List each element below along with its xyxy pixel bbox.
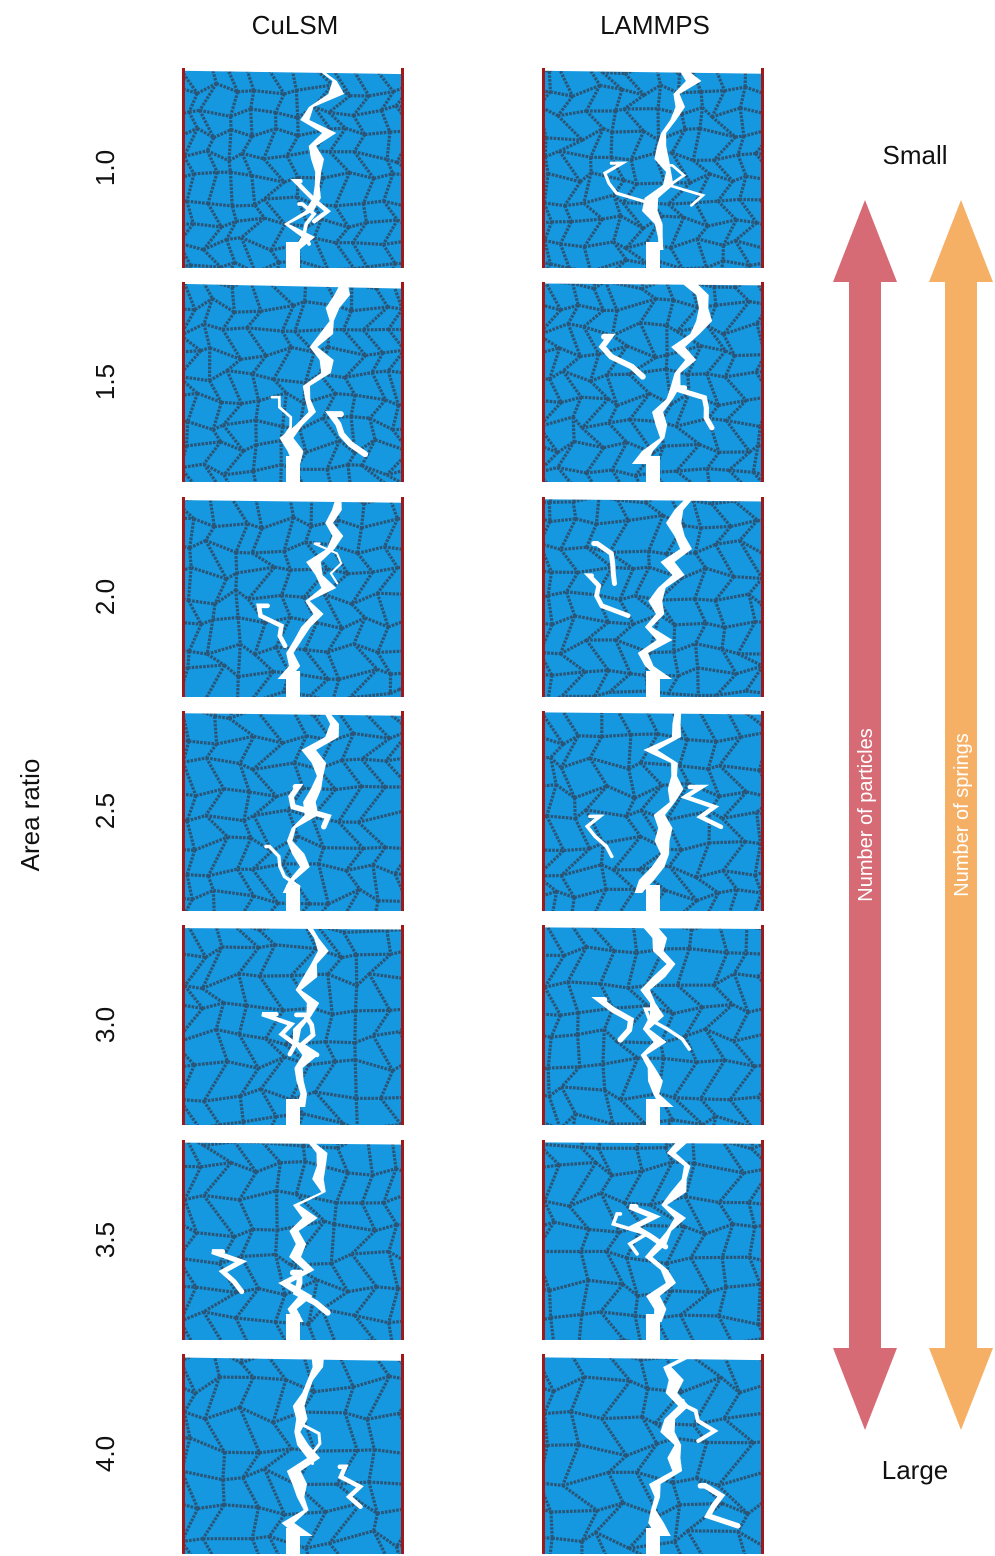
row-label: 1.5 — [89, 363, 120, 401]
lammps-fracture-panel — [542, 68, 764, 268]
y-axis-label: Area ratio — [14, 758, 45, 872]
particles-arrow: Number of particles — [833, 200, 897, 1430]
springs-arrow-label: Number of springs — [951, 733, 973, 896]
particles-arrow-label: Number of particles — [855, 728, 877, 901]
culsm-fracture-panel — [182, 497, 404, 697]
row-label: 3.0 — [89, 1006, 120, 1044]
lammps-fracture-panel — [542, 497, 764, 697]
arrow-bottom-label: Large — [881, 1455, 949, 1485]
springs-arrow: Number of springs — [929, 200, 993, 1430]
lammps-fracture-panel — [542, 1140, 764, 1340]
row-label: 4.0 — [89, 1435, 120, 1473]
lammps-fracture-panel — [542, 925, 764, 1125]
culsm-fracture-panel — [182, 68, 404, 268]
double-arrows: Number of particles Number of springs — [833, 200, 993, 1430]
lammps-fracture-panel — [542, 1354, 764, 1554]
culsm-fracture-panel — [182, 1140, 404, 1340]
culsm-fracture-panel — [182, 1354, 404, 1554]
column-title-lammps: LAMMPS — [600, 10, 710, 40]
culsm-fracture-panel — [182, 711, 404, 911]
arrow-top-label: Small — [882, 140, 948, 170]
column-title-culsm: CuLSM — [251, 10, 339, 40]
row-label: 1.0 — [89, 149, 120, 187]
row-label: 2.0 — [89, 578, 120, 616]
culsm-fracture-panel — [182, 925, 404, 1125]
lammps-fracture-panel — [542, 711, 764, 911]
row-label: 2.5 — [89, 792, 120, 830]
culsm-fracture-panel — [182, 282, 404, 482]
lammps-fracture-panel — [542, 282, 764, 482]
row-label: 3.5 — [89, 1221, 120, 1259]
